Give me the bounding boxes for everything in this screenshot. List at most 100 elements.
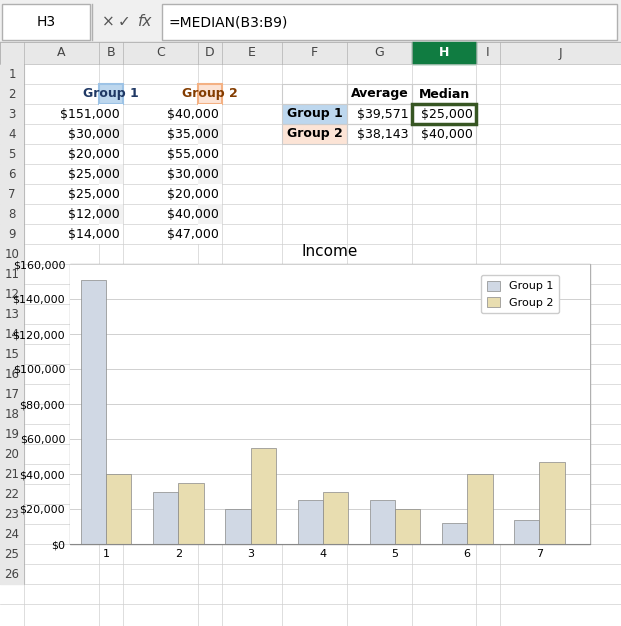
Text: H: H [439,46,449,59]
Bar [225,509,250,544]
Bar [0,42,621,64]
Bar [198,144,222,164]
Bar [412,42,476,64]
Bar [540,462,564,544]
Text: 24: 24 [4,528,19,540]
Bar [198,124,222,144]
Bar [412,84,476,104]
Bar [282,124,347,144]
Bar [99,204,123,224]
Text: D: D [205,46,215,59]
Text: 23: 23 [4,508,19,520]
Text: Group 1: Group 1 [83,88,139,101]
Bar [0,104,24,124]
Text: C: C [156,46,165,59]
Bar [0,164,24,184]
Text: Group 2: Group 2 [287,128,342,140]
Text: 5: 5 [8,148,16,160]
Text: $39,571: $39,571 [357,108,409,120]
Text: 6: 6 [8,168,16,180]
Bar [250,448,276,544]
Bar [395,509,420,544]
Text: 22: 22 [4,488,19,501]
Text: $20,000: $20,000 [68,148,120,160]
Text: $25,000: $25,000 [68,188,120,200]
Text: $20,000: $20,000 [167,188,219,200]
Bar [81,280,106,544]
Bar [0,564,24,584]
Bar [0,524,24,544]
Bar [0,184,24,204]
Text: $35,000: $35,000 [167,128,219,140]
Text: E: E [248,46,256,59]
Text: 12: 12 [4,287,19,300]
Bar [0,464,24,484]
Text: I: I [486,46,490,59]
Text: $47,000: $47,000 [167,227,219,240]
Bar [467,474,492,544]
Bar [0,124,24,144]
Text: 2: 2 [8,88,16,101]
Text: 7: 7 [8,188,16,200]
Bar [0,424,24,444]
Text: 13: 13 [4,307,19,321]
Text: 4: 4 [8,128,16,140]
Bar [0,144,24,164]
Bar [0,324,24,344]
Bar [0,224,24,244]
Bar [347,104,412,124]
Text: 18: 18 [4,408,19,421]
Text: 20: 20 [4,448,19,461]
Bar [0,544,24,564]
Bar [282,84,347,104]
Bar [347,84,412,104]
Bar [153,491,178,544]
Text: $12,000: $12,000 [68,207,120,220]
Text: Group 1: Group 1 [287,108,342,120]
Bar [2,4,90,40]
Text: $151,000: $151,000 [60,108,120,120]
Bar [0,284,24,304]
Bar [99,84,123,104]
Text: A: A [57,46,66,59]
Text: $40,000: $40,000 [167,207,219,220]
Bar [347,124,412,144]
Bar [0,244,24,264]
Text: $30,000: $30,000 [68,128,120,140]
Bar [412,124,476,144]
Text: 21: 21 [4,468,19,481]
Bar [412,104,476,124]
Bar [198,184,222,204]
Text: 15: 15 [4,347,19,361]
Text: 17: 17 [4,387,19,401]
Bar [178,483,204,544]
Text: $38,143: $38,143 [358,128,409,140]
Bar [99,164,123,184]
Text: G: G [374,46,384,59]
Bar [198,164,222,184]
Text: F: F [311,46,318,59]
Text: 19: 19 [4,428,19,441]
Text: fx: fx [138,14,152,29]
Bar [0,264,24,284]
Text: J: J [559,46,562,59]
Text: ✓: ✓ [118,14,131,29]
Text: H3: H3 [37,15,55,29]
Text: Median: Median [419,88,469,101]
Legend: Group 1, Group 2: Group 1, Group 2 [481,275,559,314]
Text: $30,000: $30,000 [167,168,219,180]
Text: $25,000: $25,000 [421,108,473,120]
Text: 11: 11 [4,267,19,280]
Text: $55,000: $55,000 [167,148,219,160]
Bar [0,484,24,504]
Text: B: B [107,46,116,59]
Text: 3: 3 [8,108,16,120]
Bar [0,444,24,464]
Text: 16: 16 [4,367,19,381]
Bar [198,224,222,244]
Text: 25: 25 [4,548,19,560]
Bar [0,344,24,364]
Bar [0,0,621,42]
Bar [442,523,467,544]
Text: Group 2: Group 2 [182,88,238,101]
